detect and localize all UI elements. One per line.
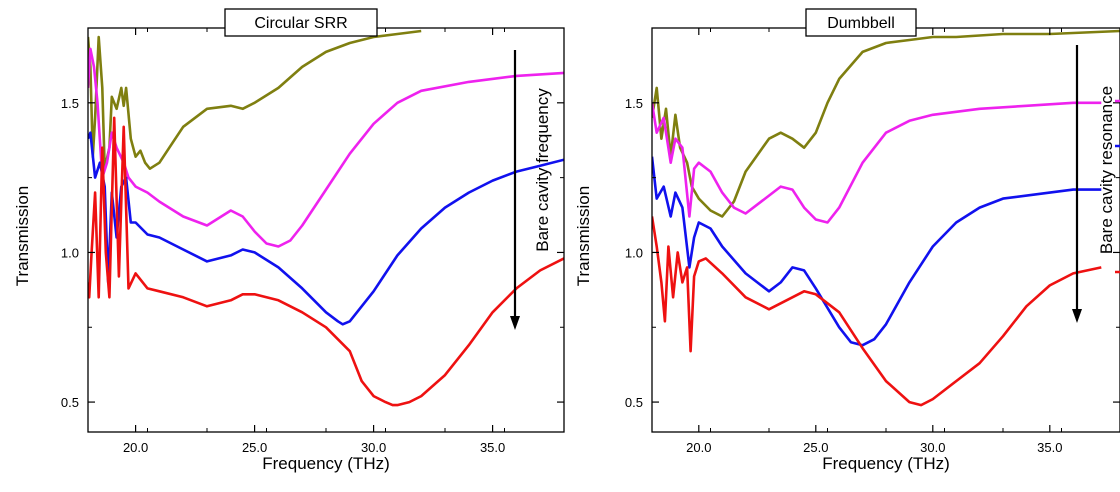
x-tick-label: 35.0 — [1037, 440, 1062, 455]
y-tick-label: 1.5 — [625, 96, 643, 111]
x-tick-label: 30.0 — [920, 440, 945, 455]
panel-title: Dumbbell — [827, 15, 895, 32]
series-line-2 — [652, 156, 1102, 347]
annotation-text: Bare cavity resonance — [1097, 86, 1116, 254]
panel-title-box — [805, 8, 917, 37]
series-line-1 — [652, 101, 1102, 224]
y-axis-title: Transmission — [13, 186, 32, 286]
arrow-head — [1072, 309, 1082, 323]
y-tick-label: 1.0 — [625, 245, 643, 260]
x-axis-title: Frequency (THz) — [262, 454, 390, 473]
x-tick-label: 25.0 — [803, 440, 828, 455]
y-tick-label: 0.5 — [625, 395, 643, 410]
x-axis-title: Frequency (THz) — [822, 454, 950, 473]
y-tick-label: 1.5 — [61, 96, 79, 111]
x-tick-label: 30.0 — [361, 440, 386, 455]
annotation-text: Bare cavity frequency — [533, 88, 552, 252]
y-axis-title: Transmission — [574, 186, 593, 286]
series-line-0 — [652, 29, 1120, 218]
panel-title-box — [224, 8, 378, 37]
series-line-3 — [652, 216, 1102, 407]
series-line-1 — [88, 47, 564, 248]
plot-frame — [651, 27, 1120, 433]
y-tick-label: 1.0 — [61, 245, 79, 260]
x-tick-label: 35.0 — [480, 440, 505, 455]
panel-title: Circular SRR — [254, 15, 347, 32]
series-line-3 — [88, 116, 564, 407]
plot-frame — [87, 27, 565, 433]
arrow-head — [510, 316, 520, 330]
x-tick-label: 20.0 — [123, 440, 148, 455]
x-tick-label: 25.0 — [242, 440, 267, 455]
series-group — [652, 29, 1120, 407]
y-tick-label: 0.5 — [61, 395, 79, 410]
panel-circular-srr: 20.0 25.0 30.0 35.0 0.5 1.0 1.5 Frequency (THz)… — [13, 8, 565, 473]
panel-dumbbell: 20.0 25.0 30.0 35.0 0.5 1.0 1.5 Frequency (THz)… — [574, 8, 1120, 473]
x-tick-label: 20.0 — [686, 440, 711, 455]
series-group — [88, 29, 564, 407]
series-line-0 — [88, 29, 422, 170]
